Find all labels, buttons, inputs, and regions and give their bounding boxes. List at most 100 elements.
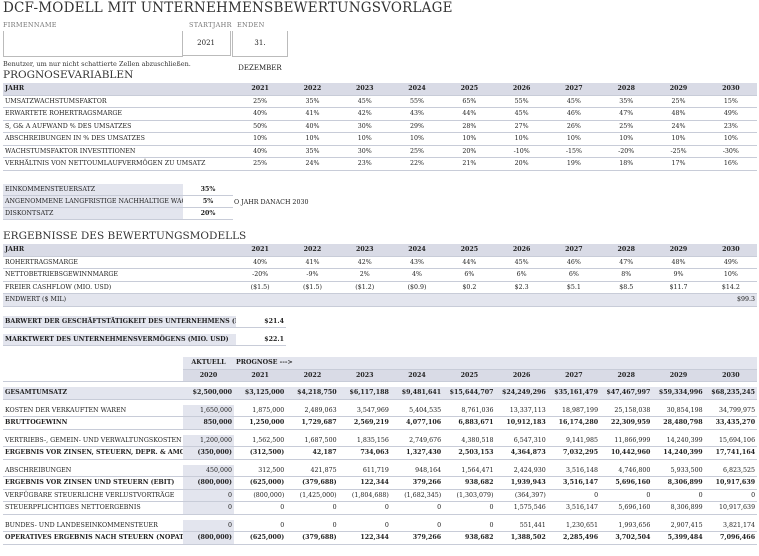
row-label: OPERATIVES ERGEBNIS NACH STEUERN (NOPAT) [3, 531, 183, 545]
value-cell: 34,799,975 [704, 404, 758, 417]
value-cell: $59,334,996 [652, 387, 705, 400]
value-cell: 1,650,000 [183, 404, 234, 417]
value-cell: ($1.5) [234, 281, 287, 294]
value-cell: (1,425,000) [286, 489, 339, 502]
growth-rate-value[interactable]: 5% [183, 195, 233, 208]
value-cell: 6,823,525 [704, 464, 758, 477]
value-cell: 44% [443, 107, 496, 121]
value-cell: 22,309,959 [600, 416, 653, 430]
ebitda-row: ERGEBNIS VOR ZINSEN, STEUERN, DEPR. & AM… [3, 446, 758, 460]
value-cell: (625,000) [234, 476, 287, 490]
value-cell: 938,682 [443, 476, 496, 490]
value-cell: 0 [286, 501, 339, 515]
header-row: JAHR 2021 2022 2023 2024 2025 2026 2027 2028 2029… [3, 244, 757, 257]
value-cell: 24% [652, 120, 705, 133]
value-cell: 49% [704, 107, 757, 121]
value-cell: 4,364,873 [495, 446, 548, 460]
value-cell: 0 [234, 501, 287, 515]
value-cell: 18,987,199 [547, 404, 601, 417]
value-cell [600, 293, 653, 307]
value-cell: 28,480,798 [652, 416, 705, 430]
value-cell: 8% [600, 268, 653, 282]
revenue-row: GESAMTUMSATZ $2,500,000 $3,125,000 $4,218,7… [3, 387, 758, 400]
value-cell: (1,303,079) [443, 489, 496, 502]
tax-rate-value[interactable]: 35% [183, 184, 233, 196]
value-cell: 44% [443, 256, 496, 269]
discount-rate-value[interactable]: 20% [183, 207, 233, 220]
value-cell: 7,032,295 [547, 446, 601, 460]
year-cell: 2020 [183, 369, 234, 382]
value-cell: 1,327,430 [390, 446, 444, 460]
value-cell: 45% [547, 95, 601, 108]
value-cell: 35% [286, 145, 339, 158]
value-cell: 0 [547, 489, 601, 502]
value-cell: 17,741,164 [704, 446, 758, 460]
year-cell: 2026 [495, 369, 548, 382]
company-name-input[interactable] [3, 31, 183, 57]
end-input[interactable]: 31. DEZEMBER [232, 31, 288, 72]
row-label: STEUERPFLICHTIGES NETTOERGEBNIS [3, 501, 183, 515]
value-cell: 2025 [443, 83, 496, 96]
value-cell: ($0.9) [390, 281, 444, 294]
value-cell: 3,516,147 [547, 501, 601, 515]
row-label: ROHERTRAGSMARGE [3, 256, 234, 269]
value-cell: 0 [286, 519, 339, 532]
value-cell: 29% [390, 120, 444, 133]
value-cell: 0 [704, 489, 758, 502]
value-cell: 10% [338, 132, 391, 146]
value-cell: 2,749,676 [390, 434, 444, 447]
value-cell: 2029 [652, 244, 705, 257]
income-year-row: 2020 2021 2022 2023 2024 2025 2026 2027 2028 2029… [3, 369, 758, 382]
value-cell: 30,854,198 [652, 404, 705, 417]
value-cell: 42% [338, 256, 391, 269]
value-cell: 10% [495, 132, 548, 146]
value-cell: 15,694,106 [704, 434, 758, 447]
header-row: JAHR 2021 2022 2023 2024 2025 2026 2027 2028 2029… [3, 83, 757, 96]
value-cell: 17% [652, 157, 705, 171]
value-cell: 42% [338, 107, 391, 121]
value-cell: 47% [600, 256, 653, 269]
start-year-label: STARTJAHR [189, 21, 232, 29]
year-cell: 2029 [652, 369, 705, 382]
value-cell: 6% [547, 268, 601, 282]
value-cell: 2028 [600, 83, 653, 96]
cogs-row: KOSTEN DER VERKAUFTEN WAREN 1,650,000 1,87… [3, 404, 758, 417]
table-row: FREIER CASHFLOW (MIO. USD) ($1.5) ($1.5) ($… [3, 281, 757, 294]
value-cell: 65% [443, 95, 496, 108]
value-cell: 2029 [652, 83, 705, 96]
table-row: ENDWERT ($ MIL) $99.3 [3, 293, 757, 307]
value-cell: 2023 [338, 83, 391, 96]
value-cell: 10,917,639 [704, 501, 758, 515]
row-label: VERHÄLTNIS VON NETTOUMLAUFVERMÖGEN ZU UM… [3, 157, 234, 171]
value-cell: -25% [652, 145, 705, 158]
value-cell: 35% [600, 95, 653, 108]
value-cell: 9,141,985 [547, 434, 601, 447]
year-cell: 2027 [547, 369, 601, 382]
value-cell: 3,516,147 [547, 476, 601, 490]
sga-row: VERTRIEBS-, GEMEIN- UND VERWALTUNGSKOSTE… [3, 434, 758, 447]
market-value-label: MARKTWERT DES UNTERNEHMENSVERMÖGENS (MIO… [3, 334, 236, 346]
value-cell: 25% [234, 95, 287, 108]
value-cell: 33,435,270 [704, 416, 758, 430]
value-cell: 7,096,466 [704, 531, 758, 545]
row-label: JAHR [3, 244, 234, 257]
growth-rate-note: O JAHR DANACH 2030 [234, 199, 309, 206]
value-cell: 25% [652, 95, 705, 108]
value-cell: 30% [338, 145, 391, 158]
value-cell: 15% [704, 95, 757, 108]
nopat-row: OPERATIVES ERGEBNIS NACH STEUERN (NOPAT)… [3, 531, 758, 545]
value-cell: 421,875 [286, 464, 339, 477]
value-cell: 25% [600, 120, 653, 133]
table-row: ERWARTETE ROHERTRAGSMARGE 40% 41% 42% 43% 44%… [3, 107, 757, 121]
value-cell: 2022 [286, 83, 339, 96]
value-cell: $68,235,245 [704, 387, 758, 400]
value-cell: 45% [338, 95, 391, 108]
row-label: S, G& A AUFWAND % DES UMSATZES [3, 120, 234, 133]
value-cell: 10% [286, 132, 339, 146]
forecast-section-title: PROGNOSEVARIABLEN [3, 69, 134, 81]
value-cell: 27% [495, 120, 548, 133]
year-cell: 2028 [600, 369, 653, 382]
value-cell: 18% [600, 157, 653, 171]
value-cell: $11.7 [652, 281, 705, 294]
start-year-input[interactable]: 2021 [182, 31, 231, 56]
